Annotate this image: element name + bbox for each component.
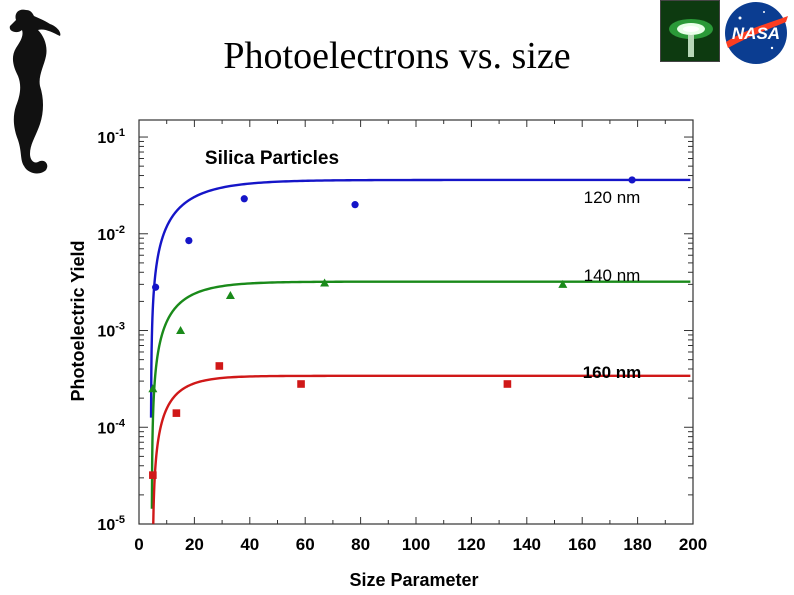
y-axis-label: Photoelectric Yield [68,240,88,401]
x-axis: 0 20 40 60 80 100 120 140 160 180 200 [134,120,707,554]
y-tick-label: 10-4 [97,417,125,437]
x-tick-label: 100 [402,535,430,554]
data-point [558,279,568,288]
slide-title: Photoelectrons vs. size [223,35,571,77]
x-tick-label: 180 [623,535,651,554]
x-tick-label: 140 [513,535,541,554]
data-point [240,195,248,203]
x-axis-label: Size Parameter [349,570,478,590]
x-tick-label: 20 [185,535,204,554]
y-tick-label: 10-2 [97,224,125,244]
x-tick-label: 0 [134,535,143,554]
y-tick-label: 10-1 [97,127,125,147]
svg-text:NASA: NASA [732,24,780,43]
data-point [152,283,160,291]
data-point [148,384,158,393]
data-point [176,326,186,335]
data-point [185,237,193,245]
series-label-160nm: 160 nm [583,363,642,382]
x-tick-label: 200 [679,535,707,554]
y-tick-label: 10-3 [97,321,125,341]
series-label-140nm: 140 nm [584,266,641,285]
x-tick-label: 80 [351,535,370,554]
x-tick-label: 120 [457,535,485,554]
data-point [149,471,157,479]
nasa-logo: NASA [720,0,792,71]
fit-curve-2 [152,374,691,524]
fit-curve-0 [149,178,691,418]
x-tick-label: 160 [568,535,596,554]
data-point [172,409,181,417]
x-tick-label: 60 [296,535,315,554]
series-label-120nm: 120 nm [584,188,641,207]
data-point [503,380,512,388]
data-point [320,278,330,287]
data-point [215,362,224,370]
x-tick-label: 40 [240,535,259,554]
fit-curve-1 [150,280,691,509]
data-point [225,291,235,300]
lab-photo-logo [660,0,720,62]
chart-title: Silica Particles [205,148,339,169]
data-point [297,380,305,388]
y-tick-label: 10-5 [97,514,125,534]
data-point [351,201,359,209]
data-point [628,176,636,184]
y-axis: 10-1 10-2 10-3 10-4 10-5 [97,127,693,534]
seahorse-logo [4,6,66,183]
